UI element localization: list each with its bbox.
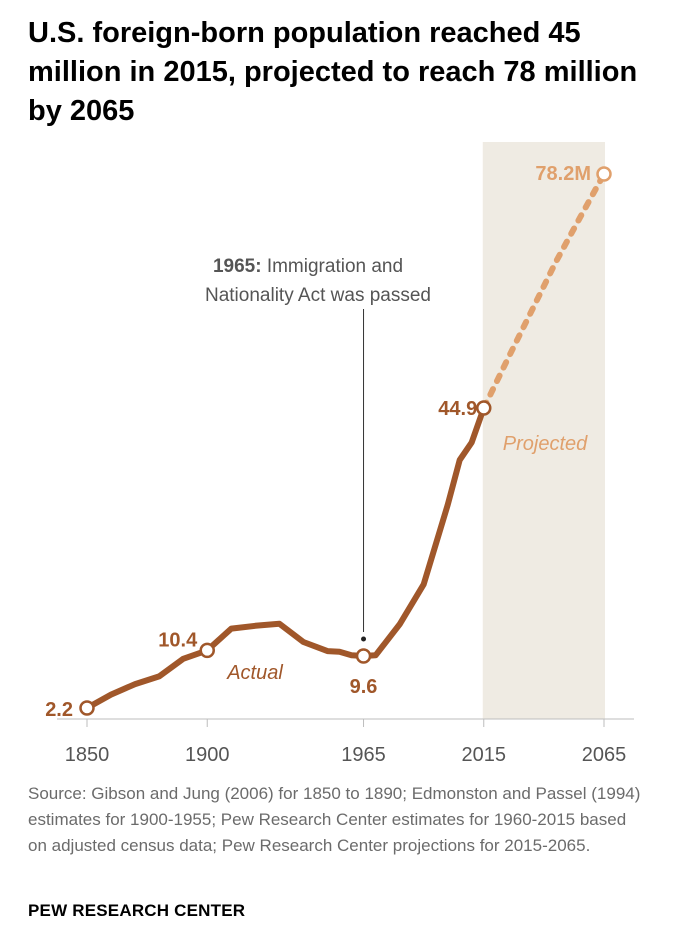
point-label-1900: 10.4 xyxy=(158,629,198,651)
point-label-2065: 78.2M xyxy=(535,163,591,185)
source-note: Source: Gibson and Jung (2006) for 1850 … xyxy=(28,784,641,855)
x-axis-ticks: 1850 1900 1965 2015 2065 xyxy=(65,719,627,766)
actual-series-line xyxy=(84,405,487,711)
x-tick-label-2065: 2065 xyxy=(582,744,627,766)
point-marker-1900 xyxy=(199,642,215,659)
x-tick-label-2015: 2015 xyxy=(462,744,507,766)
point-label-1850: 2.2 xyxy=(45,699,73,721)
point-marker-2015 xyxy=(476,400,492,416)
x-tick-label-1850: 1850 xyxy=(65,744,110,766)
point-marker-1850 xyxy=(79,700,95,716)
point-label-2015: 44.9 xyxy=(438,398,477,420)
brand-logo-text: PEW RESEARCH CENTER xyxy=(28,901,246,920)
point-label-1965: 9.6 xyxy=(350,676,378,698)
annotation-dot xyxy=(361,636,367,642)
annotation-line-1: 1965: Immigration and xyxy=(213,256,403,277)
annotation-1965: 1965: Immigration and Nationality Act was… xyxy=(205,256,431,642)
annotation-line-2: Nationality Act was passed xyxy=(205,285,431,306)
point-marker-1965 xyxy=(355,648,372,664)
projection-band xyxy=(482,142,605,719)
projected-series-line xyxy=(480,171,607,411)
labeled-points: 2.2 10.4 9.6 44.9 78.2M xyxy=(45,163,612,721)
projected-series-label: Projected xyxy=(503,433,588,455)
x-tick-label-1965: 1965 xyxy=(341,744,386,766)
point-marker-2065 xyxy=(596,166,612,182)
x-tick-label-1900: 1900 xyxy=(185,744,230,766)
chart: 1850 1900 1965 2015 2065 1965: Immigration a… xyxy=(45,142,634,766)
chart-title: U.S. foreign-born population reached 45 … xyxy=(28,17,638,127)
actual-series-label: Actual xyxy=(226,662,283,684)
